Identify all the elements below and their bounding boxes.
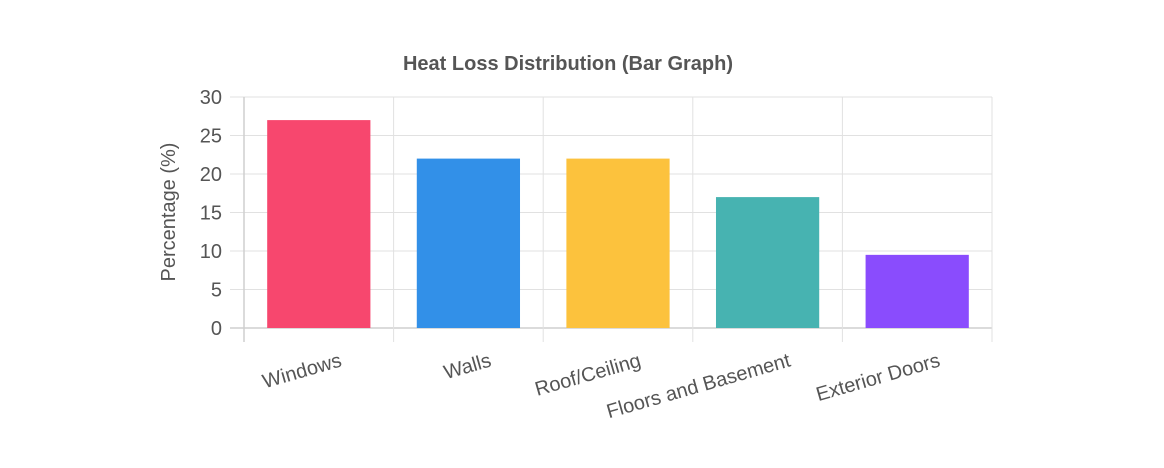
y-tick-label: 25 — [200, 126, 222, 148]
y-tick-label: 10 — [200, 241, 222, 263]
bar-exterior-doors — [865, 254, 969, 328]
y-tick-label: 20 — [200, 164, 222, 186]
y-axis-title: Percentage (%) — [158, 143, 180, 282]
x-tick-label: Walls — [441, 350, 493, 384]
bar-floors-and-basement — [715, 197, 820, 328]
bar-walls — [416, 158, 521, 328]
y-tick-label: 5 — [211, 280, 222, 302]
x-tick-label: Roof/Ceiling — [533, 350, 644, 401]
chart-title: Heat Loss Distribution (Bar Graph) — [403, 53, 733, 75]
bar-windows — [267, 120, 371, 328]
x-tick-label: Exterior Doors — [814, 350, 943, 406]
y-tick-label: 30 — [200, 87, 222, 109]
x-tick-label: Windows — [260, 350, 344, 394]
bar-roof-ceiling — [566, 158, 670, 328]
bars — [267, 120, 969, 328]
y-tick-label: 15 — [200, 203, 222, 225]
y-tick-label: 0 — [211, 318, 222, 340]
